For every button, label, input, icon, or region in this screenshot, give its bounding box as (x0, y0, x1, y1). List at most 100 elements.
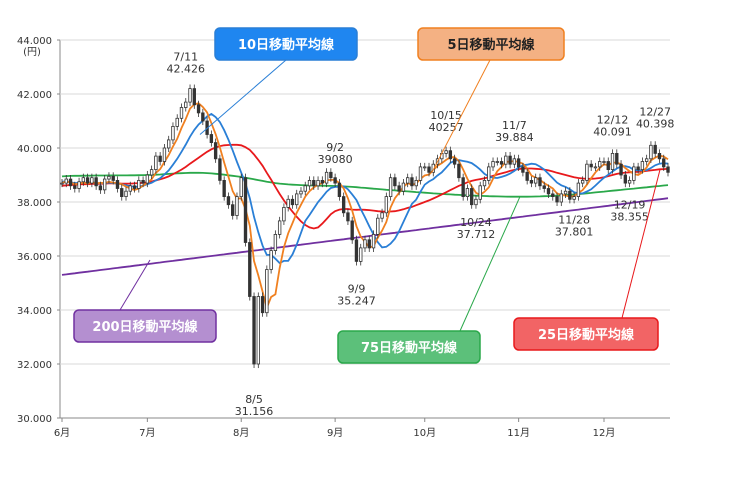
candle-body (60, 182, 64, 185)
candle-body (546, 188, 551, 195)
annotation-value: 40257 (429, 121, 464, 134)
candle-body (213, 142, 218, 160)
candle-body (666, 166, 670, 173)
candle-body (555, 196, 559, 203)
candle-body (64, 178, 68, 184)
candle-body (405, 177, 410, 184)
candle-body (286, 198, 290, 208)
y-tick-label: 36.000 (17, 252, 52, 263)
candle-body (636, 166, 640, 170)
annotation-value: 35.247 (337, 294, 376, 307)
annotation-date: 9/2 (326, 141, 344, 154)
leader-line-ma10 (199, 59, 287, 135)
annotation-date: 9/9 (348, 282, 366, 295)
candle-body (388, 177, 393, 197)
candle-body (397, 185, 401, 192)
candle-body (90, 177, 94, 184)
y-tick-label: 32.000 (17, 360, 52, 371)
candle-body (354, 239, 359, 262)
candle-body (120, 188, 124, 197)
candle-body (572, 196, 576, 200)
annotation-date: 7/11 (173, 50, 198, 63)
candle-body (610, 152, 615, 170)
candle-body (158, 155, 162, 162)
candle-body (393, 177, 397, 187)
candle-body (260, 296, 265, 314)
annotation-date: 12/27 (639, 105, 671, 118)
y-tick-label: 40.000 (17, 144, 52, 155)
candle-body (576, 182, 581, 198)
candle-body (299, 190, 303, 195)
candle-body (149, 169, 154, 176)
candle-body (470, 188, 474, 206)
candle-body (128, 185, 132, 192)
candle-body (589, 163, 593, 168)
candle-body (568, 190, 572, 200)
candle-body (606, 161, 610, 170)
candle-body (653, 144, 657, 154)
x-tick-label: 10月 (413, 427, 436, 439)
legend-label-ma75: 75日移動平均線 (361, 340, 458, 356)
y-unit-label: (円) (23, 47, 41, 58)
legend-box-ma25 (513, 317, 659, 351)
candle-body (222, 179, 226, 197)
candle-body (563, 190, 568, 195)
candle-body (359, 247, 363, 262)
candle-body (124, 190, 128, 197)
candle-body (243, 177, 248, 243)
candle-body (534, 177, 538, 184)
candle-body (175, 117, 179, 127)
candle-body (137, 179, 141, 189)
candle-body (444, 150, 448, 154)
candle-body (192, 88, 196, 106)
y-tick-label: 30.000 (17, 414, 52, 425)
annotation-value: 39080 (318, 153, 353, 166)
candle-body (239, 177, 243, 197)
y-tick-label: 34.000 (17, 306, 52, 317)
candle-body (98, 185, 103, 191)
candle-body (341, 196, 346, 214)
candle-body (499, 161, 504, 165)
candle-body (414, 179, 418, 187)
series-layer (61, 102, 669, 311)
x-tick-label: 9月 (327, 427, 343, 439)
annotation-date: 10/24 (460, 216, 492, 229)
candle-body (184, 101, 188, 108)
candle-body (585, 163, 589, 181)
candle-body (580, 179, 585, 184)
candle-body (662, 158, 666, 168)
candle-body (111, 175, 115, 181)
candle-body (312, 179, 316, 187)
legend: 10日移動平均線 5日移動平均線 200日移動平均線 75日移動平均線 25日移動平均線 (73, 27, 661, 364)
annotation-value: 38.355 (610, 210, 649, 223)
candle-body (73, 185, 77, 189)
annotation-date: 12/19 (614, 198, 646, 211)
y-tick-label: 38.000 (17, 198, 52, 209)
leader-line-ma75 (459, 196, 521, 332)
candle-body (196, 104, 201, 114)
candle-body (209, 134, 214, 144)
leader-line-ma25 (621, 169, 661, 319)
candle-body (602, 161, 606, 163)
candle-body (303, 185, 307, 192)
annotation-date: 10/15 (430, 109, 462, 122)
legend-box-ma75 (337, 330, 481, 364)
candle-body (632, 166, 636, 181)
candle-body (521, 166, 525, 173)
candle-body (324, 171, 329, 184)
candle-body (644, 158, 649, 162)
candle-body (132, 185, 137, 189)
annotation-value: 40.091 (593, 126, 632, 139)
candle-body (516, 158, 521, 168)
candle-body (504, 155, 508, 165)
candle-body (282, 206, 286, 222)
candle-body (380, 212, 384, 219)
candle-body (154, 155, 158, 171)
candle-body (657, 152, 662, 160)
candle-body (457, 163, 461, 179)
candle-body (478, 185, 482, 200)
candle-body (171, 126, 175, 141)
candle-body (350, 220, 354, 241)
